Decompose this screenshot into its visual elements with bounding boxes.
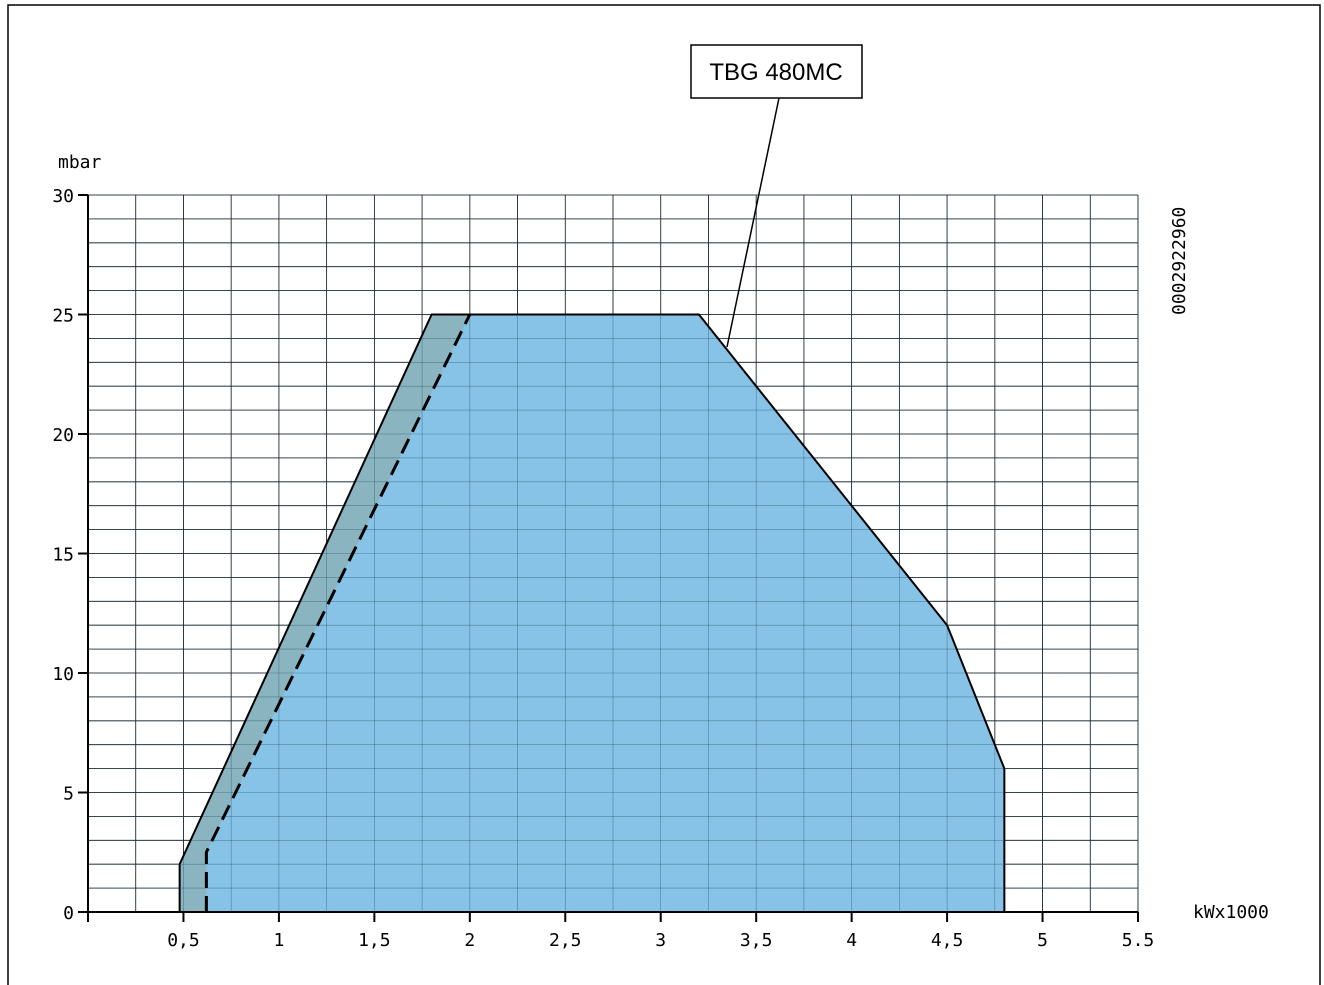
grid-overlay xyxy=(88,194,1139,912)
working-area xyxy=(206,314,1005,912)
x-tick-label: 1 xyxy=(273,930,284,951)
y-tick-label: 0 xyxy=(63,903,74,924)
dashed-boundary-line xyxy=(204,313,472,912)
x-tick-label: 3 xyxy=(655,930,666,951)
y-tick-label: 20 xyxy=(52,425,74,446)
x-tick-label: 5.5 xyxy=(1122,930,1155,951)
x-axis-title: kWx1000 xyxy=(1193,902,1269,923)
x-tick-label: 4,5 xyxy=(931,930,964,951)
y-tick-label: 5 xyxy=(63,784,74,805)
x-tick-label: 3,5 xyxy=(740,930,773,951)
x-tick-label: 5 xyxy=(1037,930,1048,951)
y-tick-label: 15 xyxy=(52,545,74,566)
envelope-outline xyxy=(178,313,1006,912)
x-tick-label: 1,5 xyxy=(358,930,391,951)
y-tick-label: 25 xyxy=(52,306,74,327)
x-tick-label: 2 xyxy=(464,930,475,951)
page-border xyxy=(7,4,1321,985)
y-tick-label: 30 xyxy=(52,186,74,207)
area-layer xyxy=(88,194,1139,912)
callout-leader-line xyxy=(726,97,780,348)
drawing-code: 0002922960 xyxy=(1169,207,1190,315)
model-callout: TBG 480MC xyxy=(690,44,863,348)
model-label-box xyxy=(690,44,863,99)
x-tick-label: 0,5 xyxy=(167,930,200,951)
x-tick-label: 2,5 xyxy=(549,930,582,951)
x-tick-label: 4 xyxy=(846,930,857,951)
ticks: 0,5 1 1,5 2 2,5 3 3,5 4 4,5 5 5.5 0 5 10 15 20 25 30 xyxy=(52,186,1154,951)
y-tick-label: 10 xyxy=(52,664,74,685)
model-label: TBG 480MC xyxy=(709,59,842,86)
y-axis-title: mbar xyxy=(58,152,102,173)
